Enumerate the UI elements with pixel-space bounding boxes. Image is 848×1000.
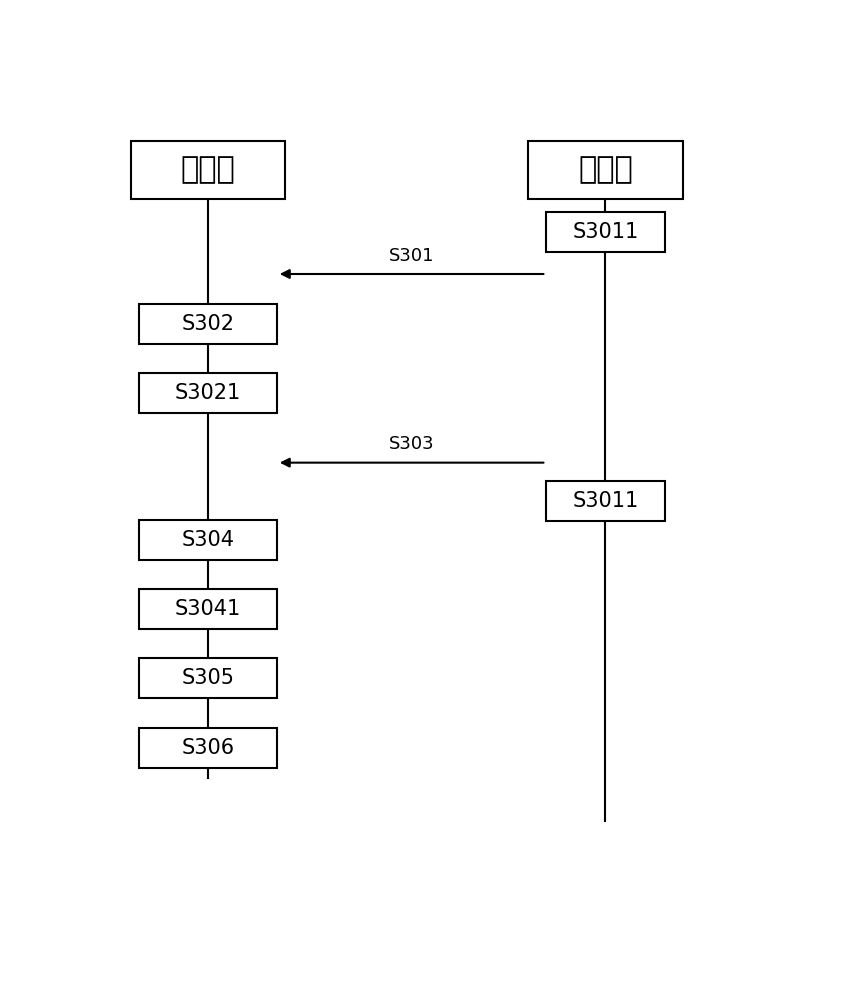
Text: S3021: S3021 bbox=[175, 383, 241, 403]
Text: S304: S304 bbox=[181, 530, 234, 550]
Bar bbox=[139, 304, 277, 344]
Text: S306: S306 bbox=[181, 738, 234, 758]
Text: 接送端: 接送端 bbox=[181, 156, 235, 185]
Text: S3011: S3011 bbox=[572, 222, 639, 242]
Text: S3011: S3011 bbox=[572, 491, 639, 511]
Bar bbox=[546, 212, 665, 252]
Bar bbox=[139, 520, 277, 560]
Bar bbox=[131, 141, 285, 199]
Text: S302: S302 bbox=[181, 314, 234, 334]
Text: S301: S301 bbox=[389, 247, 434, 265]
Bar bbox=[546, 481, 665, 521]
Text: S303: S303 bbox=[388, 435, 434, 453]
Bar bbox=[528, 141, 683, 199]
Text: 发送端: 发送端 bbox=[578, 156, 633, 185]
Bar bbox=[139, 728, 277, 768]
Bar bbox=[139, 658, 277, 698]
Text: S3041: S3041 bbox=[175, 599, 241, 619]
Bar bbox=[139, 589, 277, 629]
Text: S305: S305 bbox=[181, 668, 234, 688]
Bar bbox=[139, 373, 277, 413]
